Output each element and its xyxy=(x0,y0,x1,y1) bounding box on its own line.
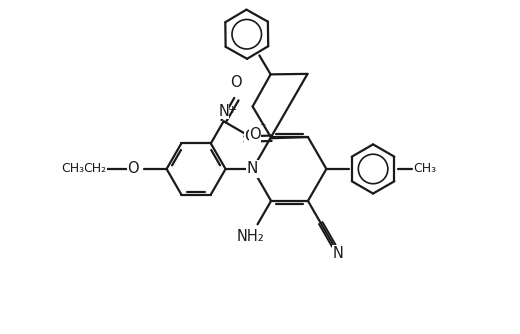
Text: N: N xyxy=(333,246,344,261)
Text: NH₂: NH₂ xyxy=(237,229,265,244)
Text: O: O xyxy=(244,129,256,144)
Text: +: + xyxy=(228,106,237,116)
Text: CH₃: CH₃ xyxy=(413,162,436,175)
Text: ⁻: ⁻ xyxy=(259,121,266,134)
Text: CH₂: CH₂ xyxy=(84,162,107,175)
Text: O: O xyxy=(250,127,261,142)
Text: N: N xyxy=(247,161,258,176)
Text: CH₃: CH₃ xyxy=(61,162,85,175)
Text: N: N xyxy=(218,104,229,119)
Text: O: O xyxy=(230,75,242,90)
Text: O: O xyxy=(127,161,138,176)
